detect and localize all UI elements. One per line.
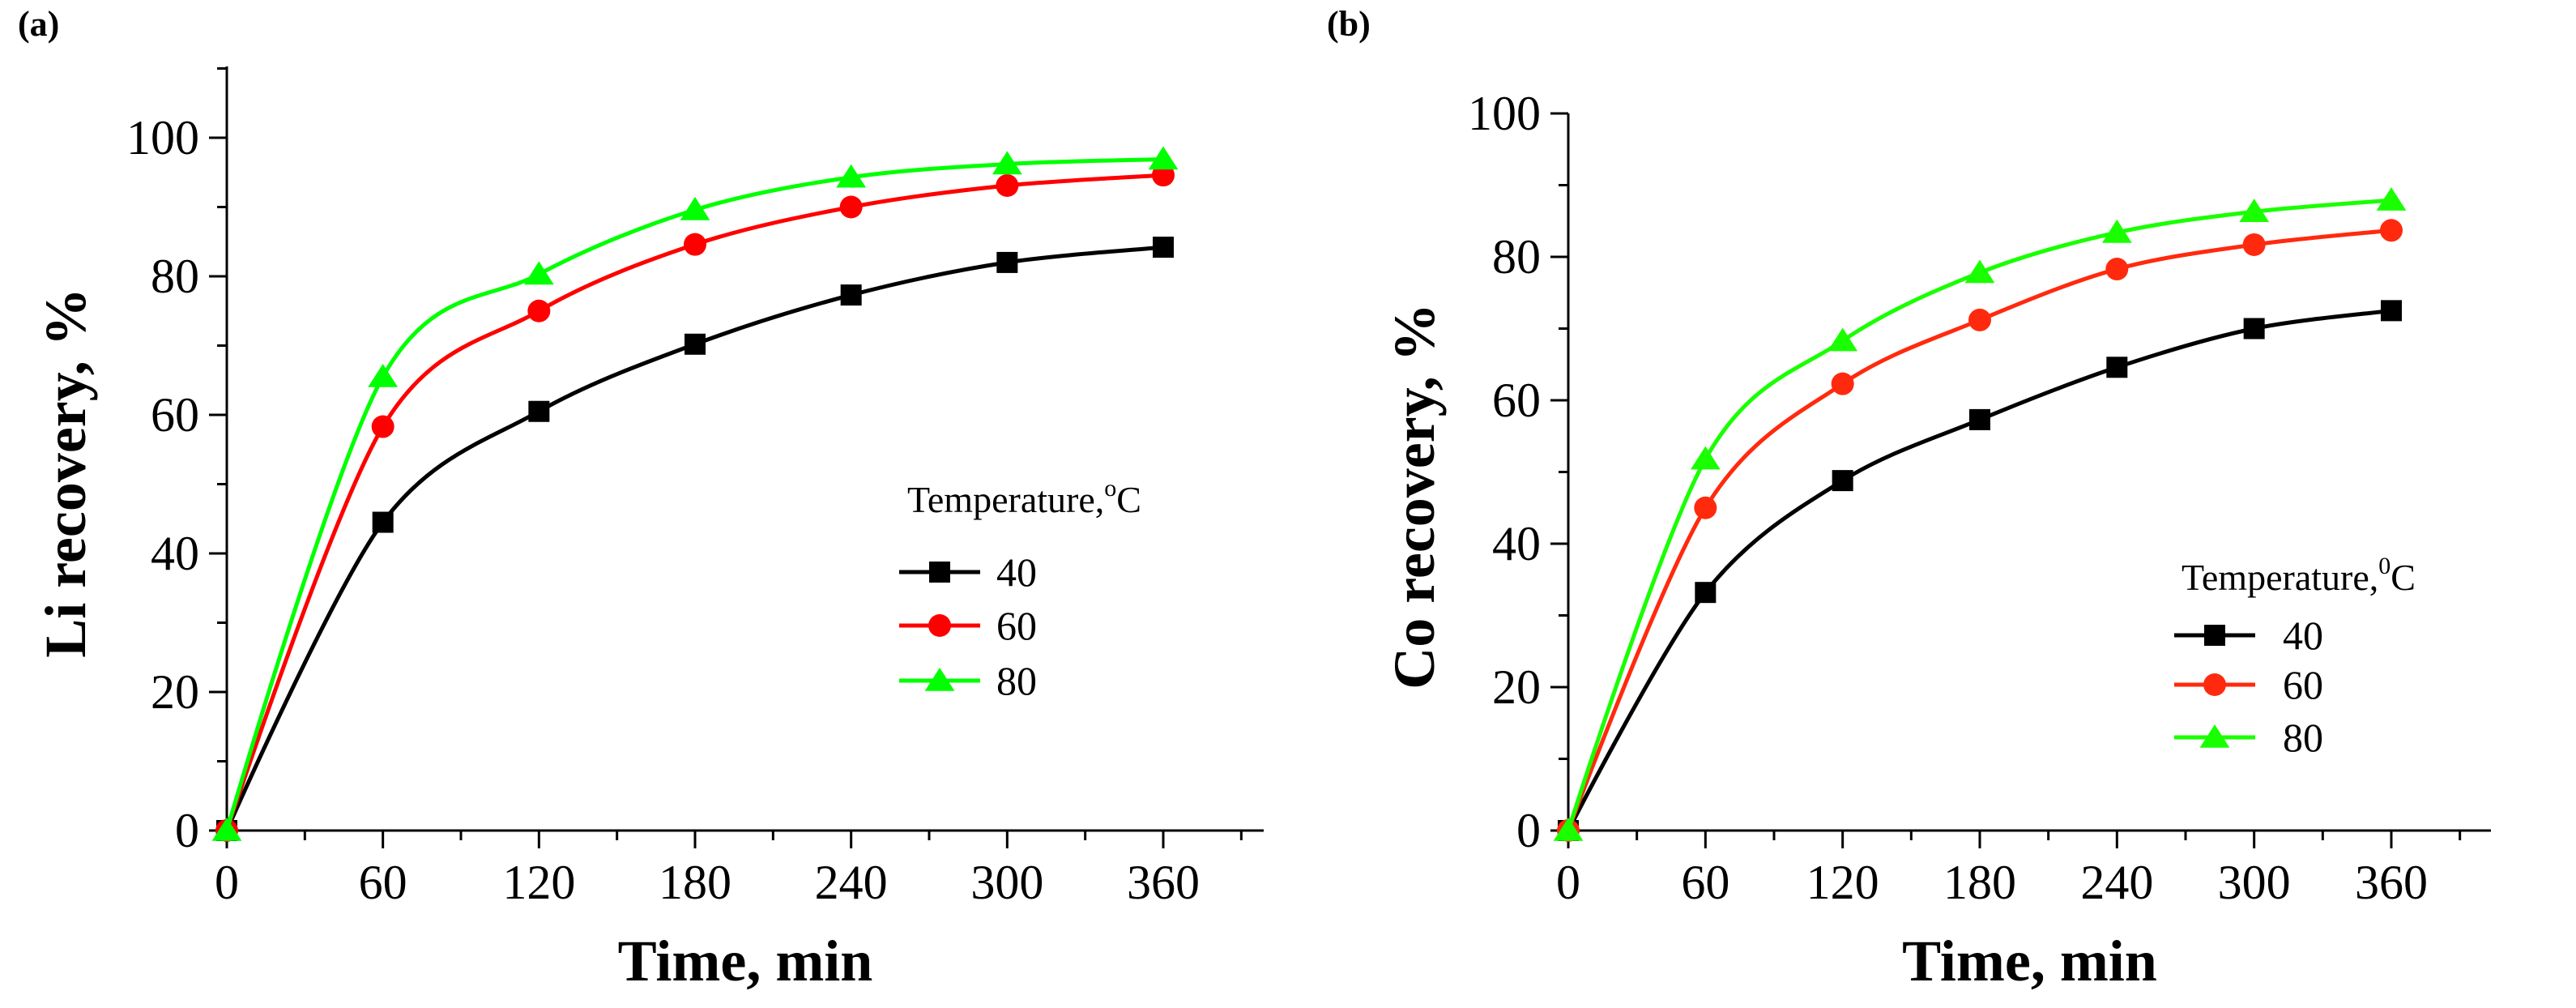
y-tick-label: 20: [1492, 660, 1541, 714]
x-tick-label: 0: [1556, 856, 1580, 909]
data-point-60-120: [1831, 372, 1854, 395]
y-tick-label: 40: [151, 527, 199, 580]
legend-marker-60: [2203, 673, 2226, 696]
data-point-80-360: [1148, 146, 1179, 170]
legend-label-40: 40: [2283, 613, 2323, 658]
y-axis-title: Co recovery, %: [1382, 303, 1447, 690]
y-tick-label: 0: [175, 804, 199, 857]
x-tick-label: 180: [659, 856, 731, 909]
series-line-60: [224, 173, 1164, 831]
data-point-40-60: [372, 511, 394, 533]
legend-marker-60: [928, 614, 951, 637]
data-point-80-120: [1828, 327, 1858, 352]
data-point-80-180: [680, 196, 710, 220]
y-tick-label: 40: [1492, 517, 1541, 570]
data-point-40-240: [2106, 357, 2128, 378]
data-point-40-120: [528, 400, 550, 422]
data-point-80-0: [1553, 818, 1584, 841]
data-point-40-300: [996, 251, 1018, 273]
data-point-60-120: [527, 299, 551, 322]
legend-marker-80: [2199, 724, 2230, 748]
data-point-60-300: [2242, 233, 2266, 256]
data-point-80-60: [368, 363, 399, 387]
series-80: [1553, 187, 2407, 841]
data-point-40-180: [1969, 408, 1990, 430]
x-tick-label: 240: [815, 856, 888, 909]
legend-title: Temperature,0C: [2181, 553, 2416, 598]
series-line-80: [1566, 198, 2392, 831]
data-point-80-240: [836, 164, 867, 188]
series-60: [1557, 219, 2403, 842]
legend-label-80: 80: [2283, 715, 2323, 760]
data-point-40-120: [1832, 470, 1853, 492]
x-tick-label: 360: [1127, 856, 1200, 909]
x-tick-label: 120: [502, 856, 575, 909]
legend-marker-40: [2204, 625, 2225, 646]
data-point-40-60: [1695, 582, 1717, 604]
x-tick-label: 60: [359, 856, 407, 909]
y-tick-label: 60: [151, 388, 199, 442]
series-line-80: [224, 157, 1164, 831]
legend-marker-40: [929, 562, 950, 583]
data-point-60-300: [996, 173, 1019, 197]
y-tick-label: 80: [1492, 230, 1541, 284]
data-point-80-0: [211, 818, 242, 841]
panel-a: (a) 0 60 120 180 240 300 360 0 20 40 60 80 100 Time, m…: [18, 4, 1264, 993]
data-point-60-240: [839, 195, 863, 219]
series-60: [215, 164, 1175, 842]
data-point-40-180: [685, 333, 706, 355]
x-tick-label: 120: [1806, 856, 1879, 909]
data-point-80-240: [2101, 219, 2132, 243]
data-point-60-60: [1694, 496, 1717, 519]
legend-label-40: 40: [996, 549, 1037, 595]
panel-label: (b): [1327, 4, 1371, 44]
data-point-60-180: [1968, 308, 1991, 331]
y-tick-label: 60: [1492, 374, 1541, 427]
y-tick-label: 100: [126, 111, 199, 164]
data-point-40-240: [840, 284, 862, 306]
x-tick-label: 180: [1943, 856, 2016, 909]
data-point-60-360: [2380, 219, 2403, 242]
y-tick-label: 20: [151, 665, 199, 719]
x-tick-label: 300: [2218, 856, 2291, 909]
panel-label: (a): [18, 4, 59, 44]
legend: Temperature,oC 40 60 80: [899, 475, 1141, 703]
y-tick-label: 80: [151, 250, 199, 303]
legend-label-80: 80: [996, 658, 1037, 703]
x-tick-label: 240: [2080, 856, 2153, 909]
legend-label-60: 60: [996, 603, 1037, 648]
data-point-80-120: [523, 261, 554, 285]
legend-marker-80: [924, 668, 955, 691]
y-axis-title: Li recovery, %: [33, 288, 98, 658]
y-tick-label: 0: [1516, 804, 1541, 857]
data-point-80-300: [2239, 199, 2270, 223]
data-point-80-360: [2376, 187, 2407, 211]
x-axis-title: Time, min: [1902, 929, 2157, 993]
series-80: [211, 146, 1179, 841]
series-40: [216, 237, 1174, 841]
data-point-80-180: [1964, 259, 1995, 284]
data-point-40-300: [2243, 318, 2265, 340]
y-tick-label: 100: [1468, 87, 1541, 140]
x-axis-title: Time, min: [618, 929, 873, 993]
data-point-40-360: [2381, 300, 2402, 322]
data-point-80-300: [992, 151, 1022, 175]
legend-title: Temperature,oC: [907, 475, 1141, 520]
data-point-60-180: [684, 233, 706, 256]
legend-label-60: 60: [2283, 662, 2323, 707]
data-point-80-60: [1690, 446, 1721, 470]
x-tick-label: 60: [1681, 856, 1729, 909]
x-tick-label: 300: [970, 856, 1043, 909]
x-tick-label: 360: [2355, 856, 2428, 909]
x-tick-label: 0: [215, 856, 239, 909]
data-point-60-240: [2105, 258, 2129, 281]
data-point-40-360: [1153, 237, 1174, 258]
data-point-60-60: [371, 415, 395, 438]
